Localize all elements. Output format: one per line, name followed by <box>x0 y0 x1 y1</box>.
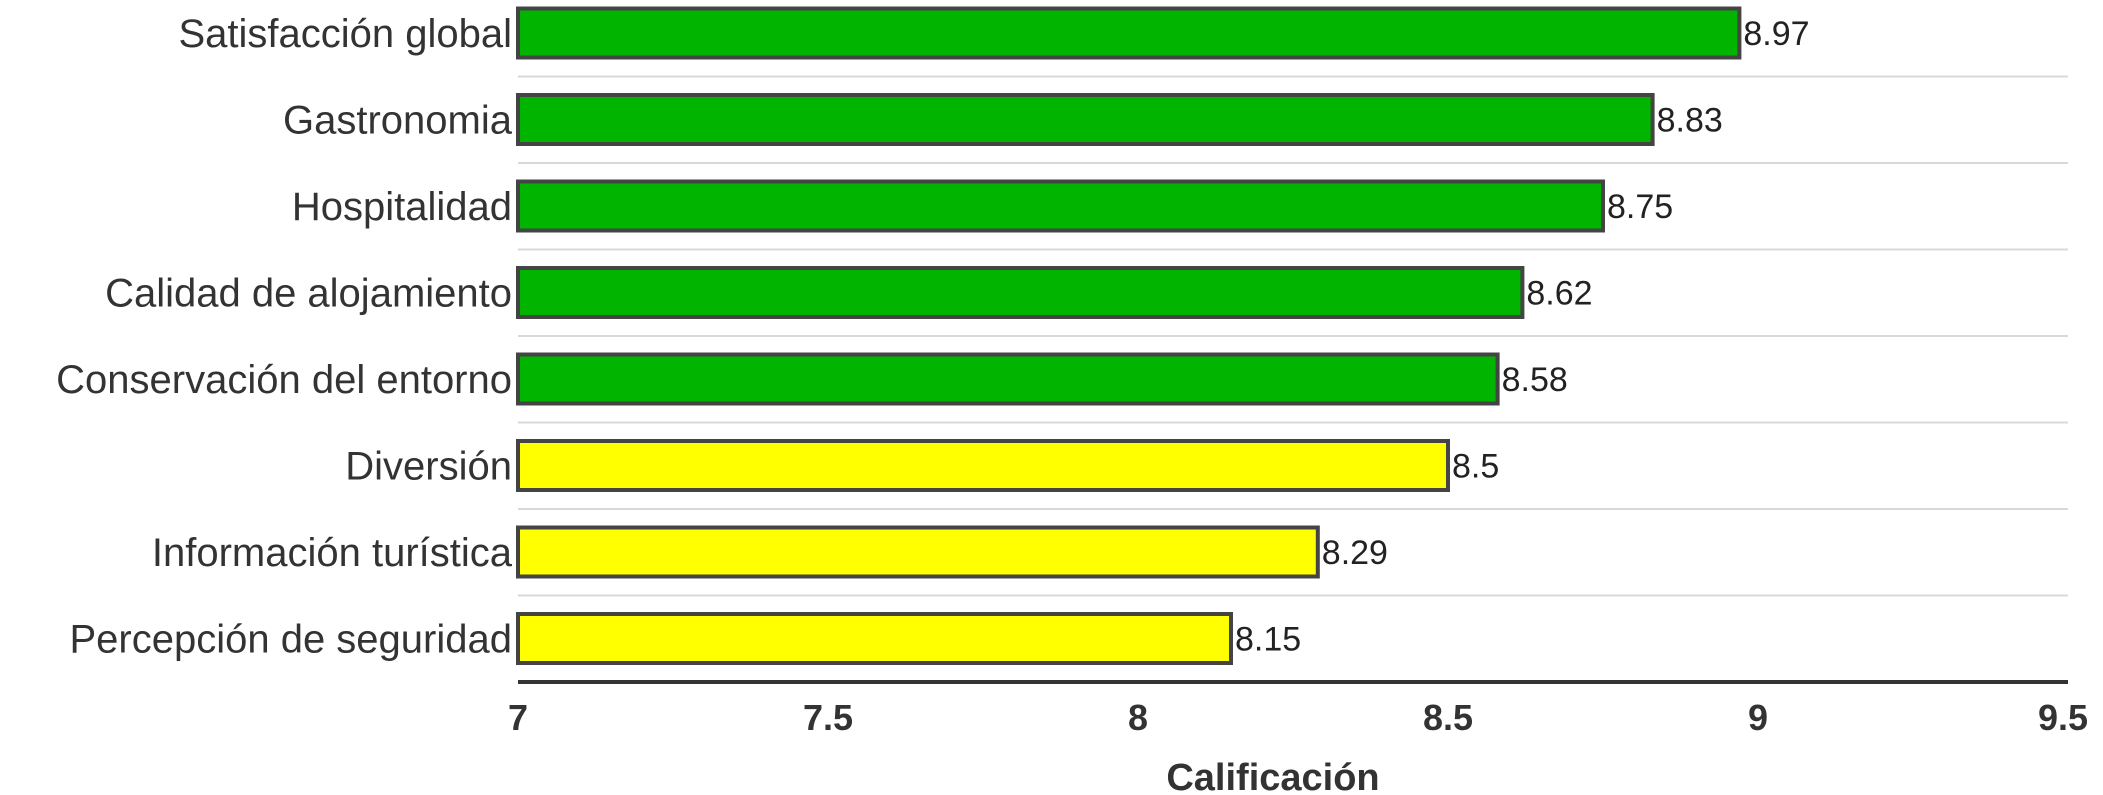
value-label: 8.15 <box>1235 621 1301 659</box>
value-label: 8.75 <box>1607 188 1673 226</box>
bar-2 <box>516 93 1655 146</box>
bar-6 <box>516 439 1450 492</box>
category-label: Satisfacción global <box>178 12 512 56</box>
category-label: Hospitalidad <box>292 185 512 229</box>
category-label: Información turística <box>152 531 513 575</box>
bar-5 <box>516 352 1500 406</box>
value-label: 8.5 <box>1452 448 1499 486</box>
bar-3 <box>516 179 1605 233</box>
value-label: 8.29 <box>1322 534 1388 572</box>
x-tick-labels: 7 7.5 8 8.5 9 9.5 <box>508 697 2088 738</box>
x-tick-label: 7 <box>508 697 528 738</box>
category-labels: Satisfacción global Gastronomia Hospitalid… <box>56 12 513 662</box>
category-label: Conservación del entorno <box>56 358 512 402</box>
value-label: 8.83 <box>1657 102 1723 140</box>
value-label: 8.62 <box>1526 275 1592 313</box>
x-axis: 7 7.5 8 8.5 9 9.5 Calificación <box>508 680 2088 795</box>
value-label: 8.97 <box>1743 15 1809 53</box>
value-label: 8.58 <box>1502 361 1568 399</box>
bars-group <box>516 6 1742 665</box>
bar-1 <box>516 6 1742 60</box>
row-separators <box>518 75 2068 597</box>
x-tick-label: 9.5 <box>2038 697 2088 738</box>
x-tick-label: 7.5 <box>803 697 853 738</box>
x-tick-label: 8.5 <box>1423 697 1473 738</box>
category-label: Diversión <box>345 445 512 489</box>
bar-4 <box>516 266 1525 319</box>
x-tick-label: 8 <box>1128 697 1148 738</box>
category-label: Gastronomia <box>283 99 513 143</box>
category-label: Percepción de seguridad <box>69 618 512 662</box>
value-labels: 8.97 8.83 8.75 8.62 8.58 8.5 8.29 8.15 <box>1235 15 1810 659</box>
bar-7 <box>516 525 1320 579</box>
x-tick-label: 9 <box>1748 697 1768 738</box>
x-axis-title: Calificación <box>1166 757 1379 795</box>
category-label: Calidad de alojamiento <box>105 272 512 316</box>
bar-8 <box>516 612 1233 665</box>
